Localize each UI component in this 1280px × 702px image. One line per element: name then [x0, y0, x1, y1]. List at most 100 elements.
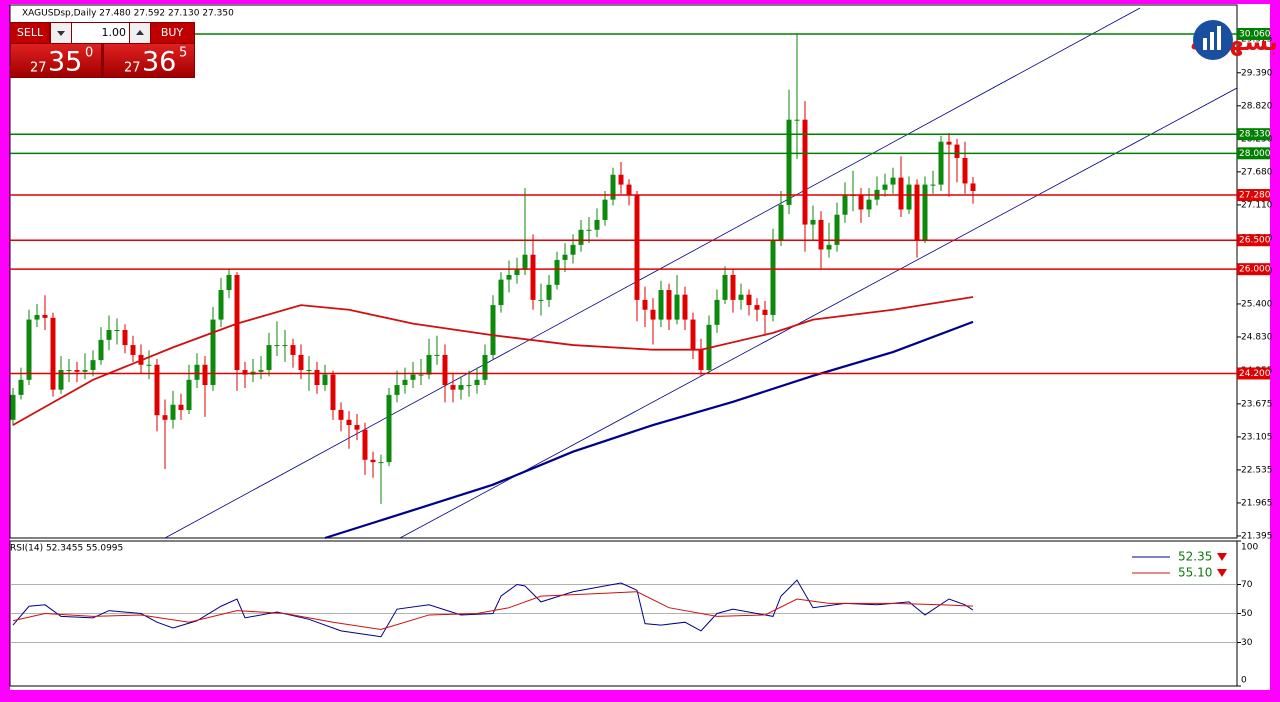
arrow-down [57, 31, 65, 36]
candle-body [578, 229, 584, 245]
candle-body [90, 360, 96, 370]
logo-bar [1203, 38, 1207, 50]
candle-body [842, 195, 848, 215]
candle-body [802, 119, 808, 225]
rsi-line [12, 591, 974, 630]
candle-body [186, 379, 192, 410]
candle-body [818, 219, 824, 250]
candle-body [474, 379, 480, 386]
candle-body [930, 184, 936, 186]
candle-body [314, 369, 320, 386]
candle-body [266, 345, 272, 370]
rsi-y-tick-label: 100 [1241, 543, 1258, 553]
candle-body [378, 462, 384, 464]
y-tick-label: 25.400 [1241, 299, 1273, 309]
candle-body [434, 354, 440, 356]
sell-price-box[interactable] [11, 44, 101, 77]
candle-body [18, 379, 24, 395]
buy-label: BUY [161, 26, 184, 39]
candle-body [82, 369, 88, 372]
legend-arrow [1217, 569, 1227, 577]
y-tick-label: 23.105 [1241, 432, 1273, 442]
candle-body [98, 339, 104, 361]
sell-button[interactable] [11, 23, 49, 43]
candle-body [26, 319, 32, 380]
price-prefix: 27 [124, 61, 141, 76]
candle-body [634, 195, 640, 300]
candle-body [794, 119, 800, 121]
logo-bar [1217, 26, 1221, 50]
rsi-y-tick-label: 70 [1241, 580, 1253, 590]
candle-body [650, 309, 656, 320]
candle-body [554, 259, 560, 285]
candle-body [170, 404, 176, 420]
candle-body [546, 284, 552, 300]
candle-body [898, 177, 904, 210]
candle-body [778, 204, 784, 240]
candle-body [914, 184, 920, 240]
level-label: 28.000 [1239, 149, 1271, 159]
y-tick-label: 23.675 [1241, 399, 1273, 409]
candle-body [858, 195, 864, 210]
y-tick-label: 24.830 [1241, 332, 1273, 342]
candle-body [522, 254, 528, 270]
price-sup: 5 [179, 46, 187, 61]
candle-body [450, 385, 456, 390]
level-label-bg [1237, 27, 1270, 40]
rsi-title: RSI(14) 52.3455 55.0995 [10, 544, 123, 554]
level-label-bg [1237, 189, 1270, 202]
background [10, 4, 1270, 690]
buy-button[interactable] [151, 23, 194, 43]
candle-body [218, 290, 224, 320]
price-main: 35 [48, 47, 82, 78]
logo: التداول بسهولة [1190, 20, 1280, 60]
candle-body [258, 369, 264, 372]
candle-body [210, 319, 216, 386]
level-label: 26.500 [1239, 236, 1271, 246]
candle-body [538, 299, 544, 301]
candle-body [594, 219, 600, 230]
y-tick-label: 22.535 [1241, 465, 1273, 475]
legend-label: 55.10 [1178, 566, 1212, 580]
candle-body [610, 174, 616, 200]
candle-body [242, 369, 248, 375]
rsi-y-tick-label: 50 [1241, 609, 1253, 619]
y-tick-label: 28.820 [1241, 101, 1273, 111]
candle-body [906, 184, 912, 210]
lot-value: 1.00 [102, 26, 127, 39]
candle-body [666, 290, 672, 320]
legend-label: 52.35 [1178, 550, 1212, 564]
sell-label: SELL [17, 26, 44, 39]
candle-body [42, 314, 48, 318]
channel [164, 7, 1237, 538]
candle-body [658, 290, 664, 320]
candle-body [962, 157, 968, 184]
candle-body [130, 345, 136, 355]
plot-layer: 21.39521.96522.53523.10523.67524.25524.8… [10, 27, 1273, 687]
candle-body [602, 199, 608, 220]
level-label-bg [1237, 234, 1270, 247]
candle-body [298, 354, 304, 370]
candle-body [946, 141, 952, 145]
buy-price-box[interactable] [104, 44, 194, 77]
candle-body [442, 354, 448, 386]
candle-body [122, 330, 128, 346]
candle-body [922, 184, 928, 240]
rsi-y-tick-label: 0 [1241, 676, 1247, 686]
candle-body [330, 374, 336, 410]
rsi-y-tick-label: 30 [1241, 638, 1253, 648]
candle-body [618, 174, 624, 185]
candle-body [754, 305, 760, 310]
candle-body [482, 354, 488, 380]
candle-body [282, 345, 288, 347]
candle-body [466, 385, 472, 387]
candle-body [642, 299, 648, 310]
candle-body [274, 345, 280, 347]
candle-body [346, 419, 352, 426]
candle-body [786, 119, 792, 205]
y-tick-label: 21.965 [1241, 498, 1273, 508]
candle-body [810, 219, 816, 225]
lot-field[interactable] [72, 23, 129, 43]
candle-body [50, 317, 56, 390]
